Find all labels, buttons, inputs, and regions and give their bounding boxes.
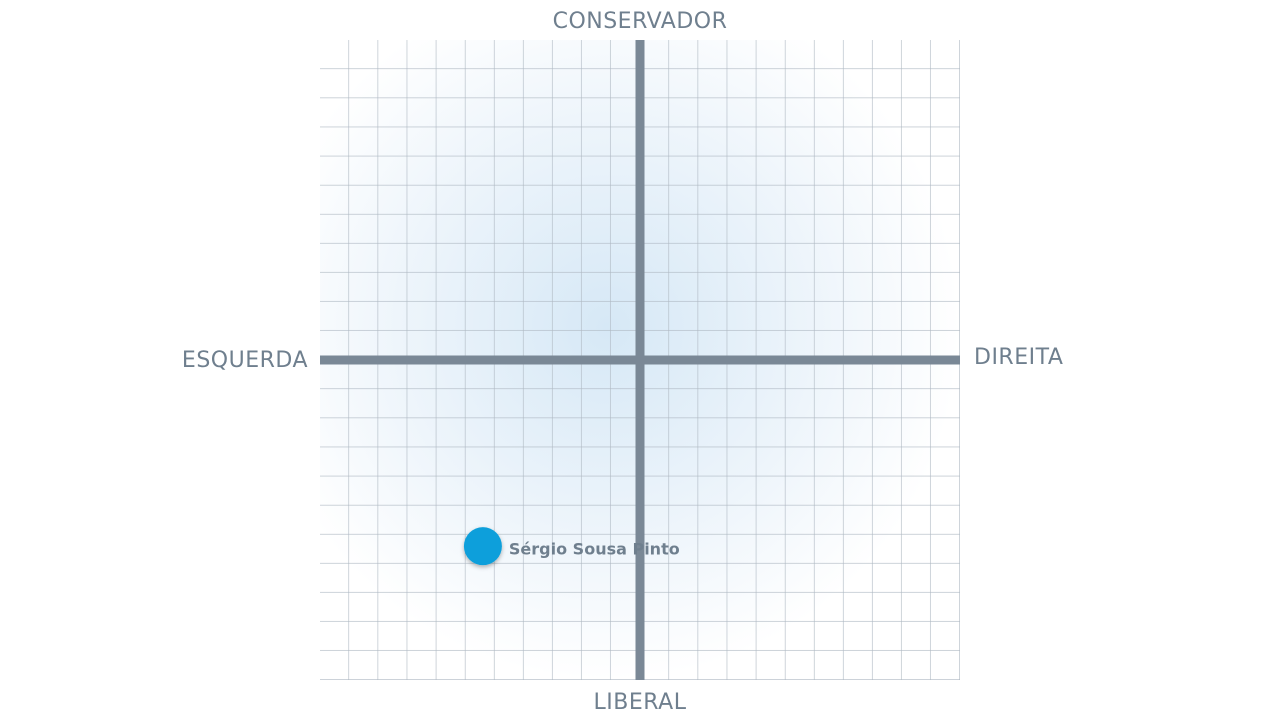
right-label: DIREITA <box>974 345 1063 370</box>
bottom-label: LIBERAL <box>594 690 687 715</box>
point <box>463 527 502 566</box>
top-label: CONSERVADOR <box>553 9 728 34</box>
left-label: ESQUERDA <box>182 348 308 373</box>
point-label: Sérgio Sousa Pinto <box>509 540 680 559</box>
